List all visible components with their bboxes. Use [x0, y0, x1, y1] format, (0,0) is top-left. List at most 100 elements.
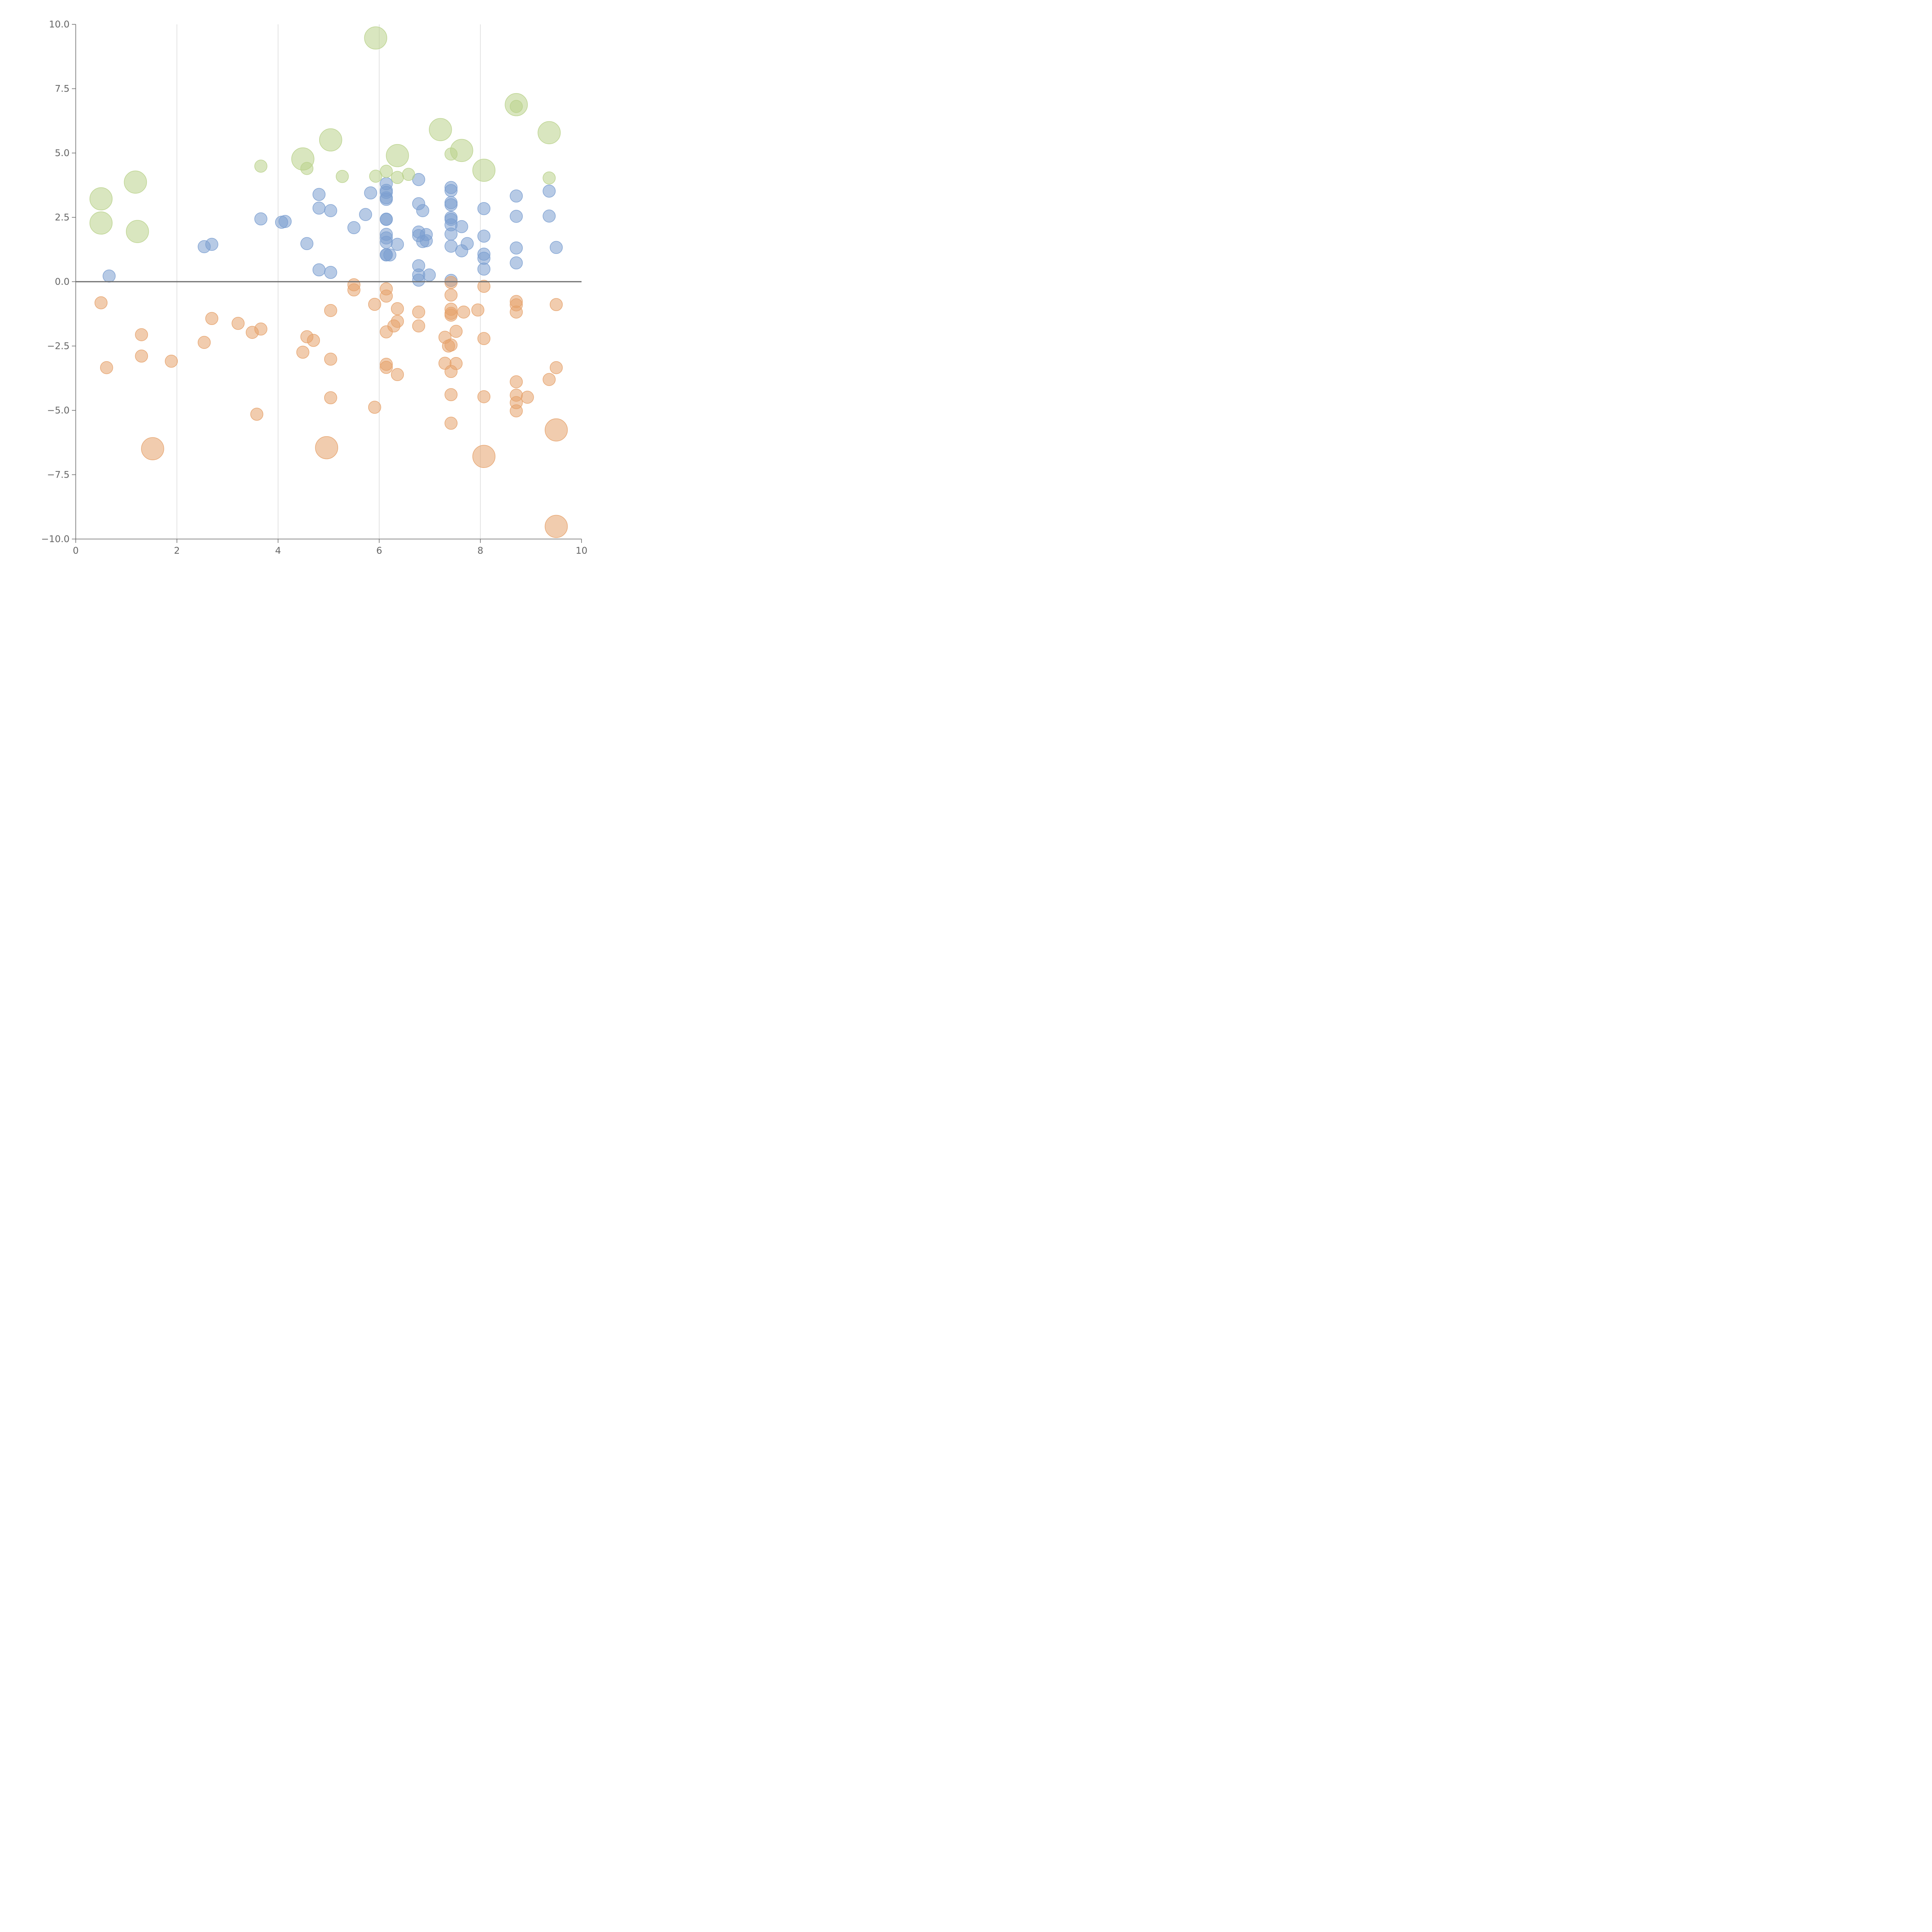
- green-point: [510, 100, 523, 113]
- green-point: [254, 160, 267, 173]
- orange-point: [315, 436, 338, 459]
- orange-point: [444, 388, 458, 401]
- green-point: [89, 187, 113, 211]
- x-tick-label: 4: [275, 545, 281, 556]
- green-point: [379, 165, 393, 178]
- blue-point: [455, 220, 468, 233]
- blue-point: [412, 274, 425, 287]
- orange-point: [296, 345, 310, 359]
- blue-point: [364, 186, 377, 199]
- green-point: [543, 171, 556, 185]
- orange-point: [444, 338, 458, 352]
- blue-point: [510, 242, 523, 255]
- blue-point: [412, 173, 425, 186]
- orange-point: [444, 276, 458, 289]
- green-point: [450, 139, 473, 162]
- orange-point: [449, 357, 463, 370]
- orange-point: [324, 352, 337, 366]
- orange-point: [324, 391, 337, 405]
- blue-point: [359, 208, 372, 221]
- orange-point: [391, 302, 404, 315]
- blue-point: [324, 204, 337, 217]
- orange-point: [135, 349, 148, 363]
- green-point: [386, 144, 409, 167]
- orange-point: [510, 375, 523, 388]
- blue-point: [477, 262, 491, 276]
- orange-point: [477, 390, 491, 403]
- green-point: [391, 171, 404, 184]
- axes: 10.0 7.5 5.0 2.5 0.0 −2.5 −5.0 −7.5 −10.00 2 4 6 8 10: [41, 19, 587, 556]
- blue-point: [312, 188, 326, 201]
- blue-point: [423, 268, 436, 282]
- green-point: [126, 220, 149, 243]
- green-point: [319, 128, 342, 151]
- x-tick-label: 6: [376, 545, 382, 556]
- orange-point: [510, 404, 523, 418]
- orange-point: [231, 317, 245, 330]
- orange-point: [472, 445, 496, 468]
- orange-point: [379, 289, 393, 303]
- green-point: [124, 170, 147, 194]
- green-point: [429, 118, 452, 141]
- orange-point: [549, 361, 563, 374]
- blue-point: [477, 252, 491, 265]
- orange-point: [544, 515, 568, 538]
- orange-point: [391, 368, 404, 381]
- orange-point: [444, 308, 458, 322]
- blue-point: [510, 210, 523, 223]
- orange-point: [324, 304, 337, 317]
- orange-point: [205, 312, 218, 325]
- orange-point: [368, 401, 381, 414]
- blue-point: [347, 221, 361, 234]
- orange-point: [449, 325, 463, 338]
- blue-point: [279, 215, 292, 228]
- green-point: [537, 121, 561, 145]
- orange-point: [379, 361, 393, 374]
- blue-point: [102, 269, 116, 283]
- orange-point: [444, 288, 458, 302]
- bubble-points: [89, 26, 568, 538]
- blue-point: [543, 209, 556, 223]
- y-tick-label: 2.5: [55, 212, 70, 223]
- blue-point: [444, 198, 458, 211]
- orange-point: [471, 303, 485, 317]
- y-tick-label: 7.5: [55, 83, 70, 94]
- y-tick-label: −10.0: [41, 534, 70, 544]
- orange-point: [347, 283, 361, 297]
- orange-point: [543, 373, 556, 386]
- orange-point: [412, 305, 425, 319]
- orange-point: [368, 298, 381, 311]
- orange-point: [510, 305, 523, 319]
- blue-point: [444, 228, 458, 241]
- y-tick-label: 0.0: [55, 276, 70, 287]
- orange-point: [307, 334, 320, 347]
- blue-point: [379, 193, 393, 206]
- orange-point: [521, 391, 534, 404]
- blue-point: [510, 256, 523, 270]
- blue-point: [444, 184, 458, 197]
- y-tick-label: −2.5: [47, 341, 70, 352]
- blue-point: [549, 241, 563, 254]
- orange-point: [197, 336, 211, 349]
- orange-point: [477, 332, 491, 345]
- green-point: [472, 158, 496, 182]
- x-tick-label: 8: [478, 545, 483, 556]
- orange-point: [444, 417, 458, 430]
- blue-point: [312, 263, 326, 277]
- orange-point: [141, 437, 164, 460]
- orange-point: [254, 322, 267, 336]
- green-point: [300, 162, 313, 175]
- blue-point: [254, 212, 267, 226]
- orange-point: [477, 280, 491, 293]
- blue-point: [543, 184, 556, 198]
- orange-point: [391, 315, 404, 328]
- y-tick-label: −7.5: [47, 469, 70, 480]
- orange-point: [94, 296, 108, 310]
- y-tick-label: −5.0: [47, 405, 70, 416]
- blue-point: [312, 201, 326, 215]
- blue-point: [324, 266, 337, 279]
- x-tick-label: 2: [174, 545, 180, 556]
- green-point: [336, 170, 349, 183]
- orange-point: [412, 319, 425, 333]
- orange-point: [457, 305, 470, 319]
